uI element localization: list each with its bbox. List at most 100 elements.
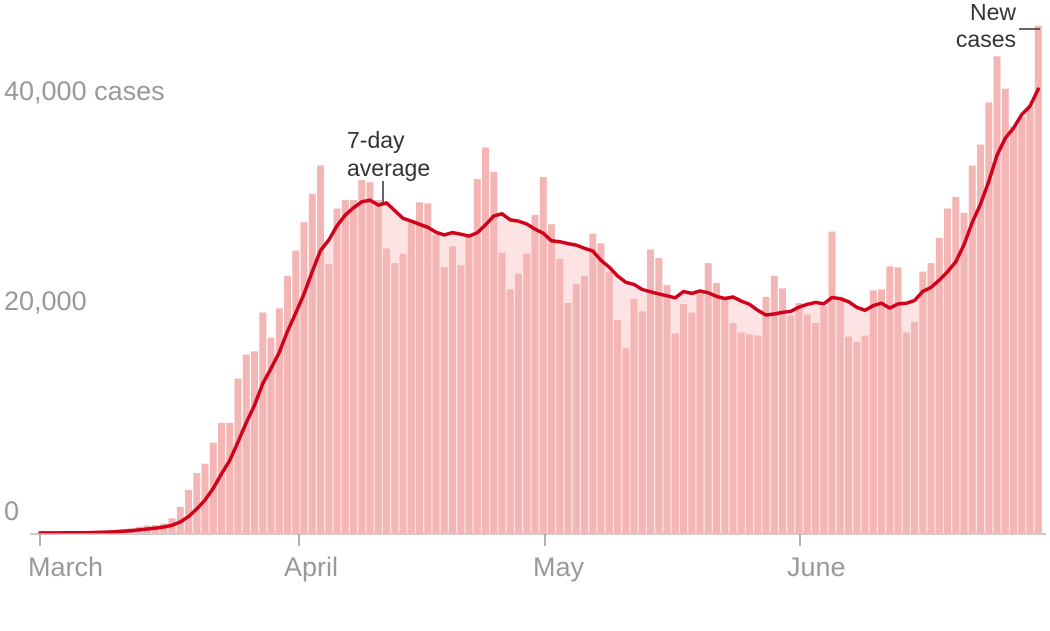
y-tick-label: 0 [4,496,19,526]
new-cases-bar [482,147,489,533]
x-tick-label: March [28,552,103,582]
new-cases-bar [902,332,910,533]
new-cases-bar [300,222,308,533]
new-cases-bar [1001,88,1009,534]
new-cases-bar [795,303,803,533]
new-cases-bar [383,248,390,533]
new-cases-bar [317,165,324,533]
new-cases-bar [812,323,819,533]
new-cases-bar [275,308,283,533]
new-cases-bar [746,334,753,533]
new-cases-bar [605,271,613,533]
annotation-text: New [970,0,1016,25]
annotation-seven-day-average: 7-day average [347,127,430,203]
y-tick-label: 40,000 cases [4,76,165,106]
new-cases-bar [193,473,201,533]
new-cases-bar [820,306,828,533]
new-cases-bar [1026,106,1034,533]
new-cases-bar [539,177,547,533]
new-cases-bar [391,263,399,533]
new-cases-bar [548,224,555,534]
new-cases-bar [457,265,465,534]
new-cases-bar [935,237,943,533]
new-cases-bar [787,315,795,533]
new-cases-bars [36,25,1042,534]
new-cases-bar [853,341,861,533]
new-cases-bar [770,275,778,534]
new-cases-bar [234,378,242,533]
new-cases-bar [861,335,869,533]
new-cases-bar [531,214,539,534]
new-cases-bar [242,354,250,533]
new-cases-bar [927,263,935,533]
new-cases-bar [696,293,704,533]
annotation-text: average [347,155,430,181]
new-cases-bar [869,290,877,533]
x-tick-label: April [284,552,338,582]
new-cases-bar [325,264,333,533]
new-cases-bar [688,312,696,533]
new-cases-bar [729,323,737,533]
new-cases-bar [993,56,1001,534]
new-cases-bar [638,311,646,533]
new-cases-bar [449,246,456,534]
new-cases-bar [572,284,580,533]
y-tick-label: 20,000 [4,286,87,316]
new-cases-bar [473,179,481,533]
new-cases-bar [960,212,968,534]
seven-day-average-line [38,87,1041,535]
new-cases-bar [185,489,192,533]
new-cases-bar [597,243,605,533]
new-cases-bar [259,312,267,533]
new-cases-bar [399,253,407,533]
x-tick-label: June [787,552,846,582]
new-cases-bar [647,249,654,533]
new-cases-bar [564,303,572,533]
new-cases-bar [465,233,473,534]
new-cases-bar [333,208,341,533]
annotation-text: cases [956,26,1016,52]
new-cases-bar [968,165,976,533]
new-cases-bar [721,299,729,533]
new-cases-bar [828,231,836,533]
new-cases-bar [614,319,621,533]
x-tick-label: May [533,552,585,582]
new-cases-bar [440,267,448,533]
new-cases-bar [1010,126,1017,533]
new-cases-bar [416,202,423,534]
new-cases-bar [251,351,258,533]
new-cases-bar [490,171,498,534]
new-cases-bar [1018,117,1026,533]
new-cases-bar [630,298,638,533]
new-cases-bar [424,203,432,534]
new-cases-bar [308,193,316,534]
y-axis: 0 20,000 40,000 cases [4,76,165,526]
new-cases-bar [911,321,918,533]
new-cases-bar [350,200,357,533]
new-cases-bar [1034,25,1042,534]
new-cases-bar [655,257,663,533]
new-cases-bar [985,102,993,533]
new-cases-bar [218,422,225,534]
new-cases-bar [589,233,597,534]
new-cases-bar [663,285,671,533]
new-cases-bar [284,275,291,534]
new-cases-bar [886,266,894,533]
new-cases-bar [836,296,844,534]
new-cases-bar [779,288,786,533]
new-cases-bar [845,336,852,533]
new-cases-bar [407,220,415,533]
new-cases-bar [737,332,745,533]
new-cases-bar [374,200,382,533]
new-cases-bar [556,258,564,533]
new-cases-bar [704,263,712,533]
new-cases-bar [515,273,522,533]
new-cases-bar [878,289,885,533]
new-cases-bar [267,337,275,533]
new-cases-bar [803,314,811,533]
new-cases-bar [292,250,300,533]
new-cases-bar [894,267,902,533]
new-cases-bar [506,289,514,533]
new-cases-bar [581,275,588,534]
annotation-new-cases: New cases [956,0,1040,52]
